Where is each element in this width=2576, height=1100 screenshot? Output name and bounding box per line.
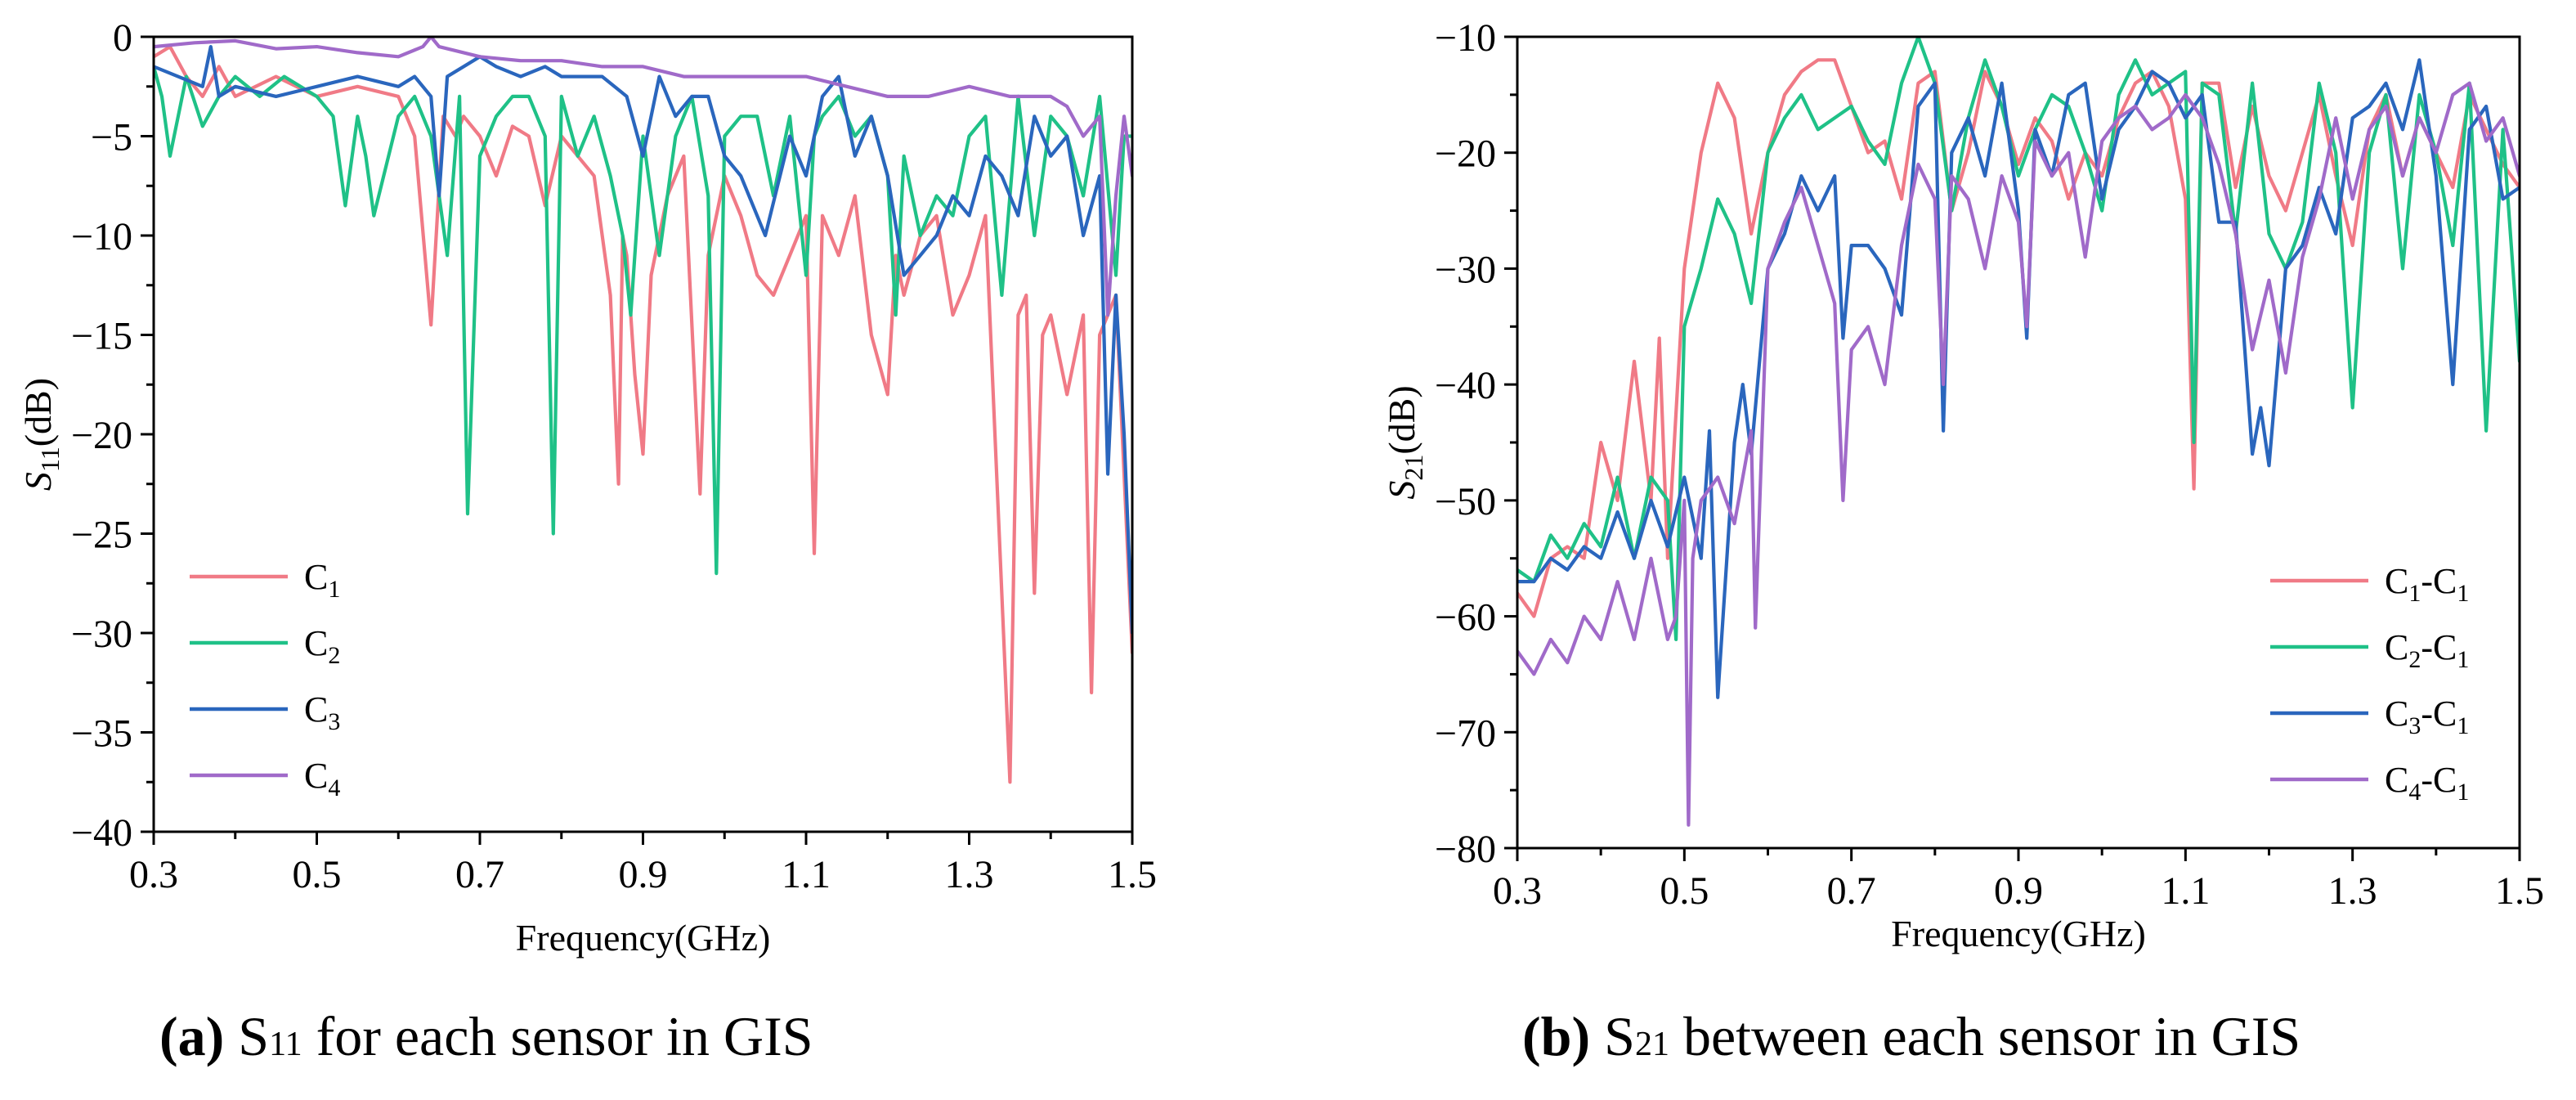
- legend-label-c2: C2: [304, 623, 340, 669]
- series-line-c3: [154, 45, 1132, 635]
- caption-a-tag: (a): [159, 1005, 225, 1067]
- series-group: [1517, 37, 2520, 827]
- x-tick-label: 1.1: [782, 853, 831, 896]
- y-tick-label: −60: [1435, 596, 1496, 640]
- series-group: [154, 37, 1132, 784]
- legend-label-main: C: [304, 689, 328, 730]
- legend-label-suffix: -C: [2421, 561, 2457, 601]
- caption-a-text: for each sensor in GIS: [316, 1005, 813, 1067]
- legend-label-subscript: 2: [2408, 646, 2421, 673]
- y-axis-title: S21(dB): [1381, 385, 1428, 499]
- series-line-c2-c1: [1517, 37, 2520, 641]
- legend-label-main: C: [2385, 760, 2408, 800]
- legend-label-subscript: 1: [328, 576, 340, 603]
- x-tick-label: 1.5: [1108, 853, 1157, 896]
- series-line-c2: [154, 65, 1132, 576]
- y-tick-label: −50: [1435, 480, 1496, 523]
- caption-b: (b) S21 between each sensor in GIS: [1522, 1004, 2300, 1069]
- x-tick-label: 0.9: [619, 853, 668, 896]
- legend-label-subscript: 4: [2408, 779, 2421, 806]
- caption-a: (a) S11 for each sensor in GIS: [159, 1004, 813, 1069]
- x-tick-label: 0.9: [1994, 869, 2043, 913]
- legend-label-subscript2: 1: [2457, 779, 2469, 806]
- legend-label-main: C: [2385, 561, 2408, 601]
- y-axis-title-symbol: S: [1381, 481, 1422, 500]
- caption-b-symbol: S: [1604, 1005, 1635, 1067]
- legend-label-suffix: -C: [2421, 760, 2457, 800]
- legend-label-c4: C4: [304, 756, 340, 801]
- legend-label-subscript2: 1: [2457, 580, 2469, 607]
- y-tick-label: −10: [1435, 16, 1496, 60]
- legend-label-subscript: 4: [328, 774, 340, 801]
- legend-label-subscript2: 1: [2457, 712, 2469, 739]
- x-tick-label: 0.5: [293, 853, 342, 896]
- series-line-c1-c1: [1517, 58, 2520, 618]
- y-tick-label: −15: [71, 315, 132, 358]
- series-line-c3-c1: [1517, 58, 2520, 699]
- legend-label-c2-c1: C2-C1: [2385, 627, 2469, 673]
- x-tick-label: 1.3: [2328, 869, 2377, 913]
- legend-label-subscript: 3: [328, 708, 340, 735]
- caption-a-subscript: 11: [269, 1026, 302, 1063]
- legend-label-subscript: 2: [328, 642, 340, 669]
- x-tick-label: 0.7: [455, 853, 504, 896]
- legend-label-suffix: -C: [2421, 627, 2457, 667]
- chart-s11: 0.3 0.5 0.7 0.9 1.1 1.3 1.5 0 −5 −10 −15 −20 −25 −30 −…: [17, 16, 1157, 959]
- legend-label-main: C: [304, 623, 328, 663]
- y-tick-label: −40: [1435, 364, 1496, 407]
- legend-label-c1: C1: [304, 557, 340, 603]
- x-axis-title: Frequency(GHz): [1891, 913, 2146, 954]
- y-axis-title-subscript: 11: [35, 447, 65, 472]
- legend-label-c3: C3: [304, 689, 340, 735]
- series-line-c4: [154, 37, 1132, 317]
- y-tick-label: −20: [1435, 132, 1496, 176]
- legend-label-main: C: [2385, 694, 2408, 734]
- y-axis-title-unit: (dB): [17, 378, 59, 447]
- legend-label-main: C: [304, 557, 328, 597]
- y-tick-label: −30: [1435, 248, 1496, 291]
- y-tick-label: −10: [71, 215, 132, 258]
- x-tick-label: 0.3: [1493, 869, 1542, 913]
- legend-label-c3-c1: C3-C1: [2385, 694, 2469, 739]
- legend-label-main: C: [2385, 627, 2408, 667]
- legend-label-c4-c1: C4-C1: [2385, 760, 2469, 806]
- y-tick-label: −25: [71, 514, 132, 557]
- legend-label-c1-c1: C1-C1: [2385, 561, 2469, 607]
- y-axis-title-subscript: 21: [1399, 455, 1428, 481]
- x-tick-label: 1.1: [2161, 869, 2210, 913]
- x-axis-title: Frequency(GHz): [516, 917, 771, 959]
- legend-label-subscript2: 1: [2457, 646, 2469, 673]
- x-tick-label: 0.3: [129, 853, 178, 896]
- caption-b-subscript: 21: [1634, 1026, 1669, 1063]
- series-line-c4-c1: [1517, 81, 2520, 827]
- y-axis-title-unit: (dB): [1381, 385, 1422, 454]
- y-axis-title-symbol: S: [17, 472, 59, 491]
- y-tick-label: −35: [71, 712, 132, 756]
- y-tick-label: −40: [71, 811, 132, 855]
- y-tick-label: 0: [113, 16, 132, 60]
- x-tick-label: 0.5: [1660, 869, 1709, 913]
- y-tick-label: −80: [1435, 828, 1496, 871]
- x-tick-label: 1.5: [2495, 869, 2544, 913]
- legend-label-subscript: 3: [2408, 712, 2421, 739]
- y-tick-label: −20: [71, 414, 132, 457]
- caption-b-tag: (b): [1522, 1005, 1591, 1067]
- legend-label-suffix: -C: [2421, 694, 2457, 734]
- y-tick-label: −30: [71, 613, 132, 656]
- y-axis-title: S11(dB): [17, 378, 65, 491]
- caption-b-text: between each sensor in GIS: [1682, 1005, 2301, 1067]
- x-tick-label: 0.7: [1827, 869, 1876, 913]
- y-tick-label: −5: [91, 116, 132, 159]
- legend-label-subscript: 1: [2408, 580, 2421, 607]
- legend-label-main: C: [304, 756, 328, 796]
- x-tick-label: 1.3: [945, 853, 994, 896]
- caption-a-symbol: S: [238, 1005, 270, 1067]
- chart-s21: 0.3 0.5 0.7 0.9 1.1 1.3 1.5 −10 −20 −30 −40 −50 −60 −…: [1381, 16, 2544, 954]
- y-tick-label: −70: [1435, 712, 1496, 755]
